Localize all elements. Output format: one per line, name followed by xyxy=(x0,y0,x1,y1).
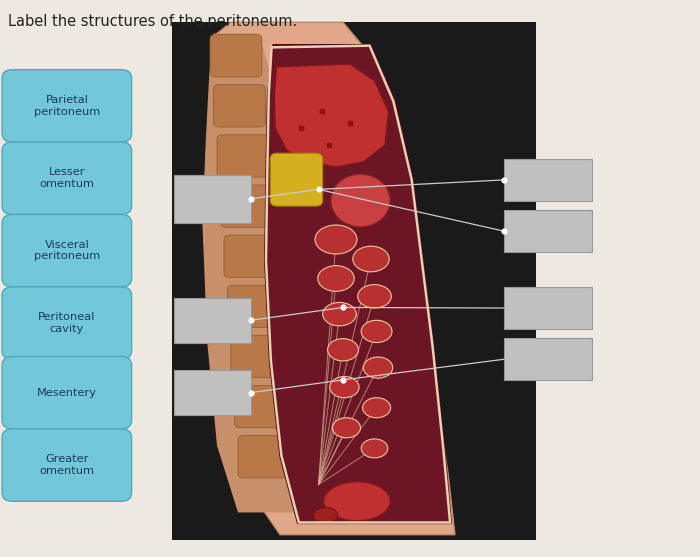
Ellipse shape xyxy=(318,266,354,291)
Text: Visceral
peritoneum: Visceral peritoneum xyxy=(34,240,100,261)
Bar xyxy=(504,338,592,380)
FancyBboxPatch shape xyxy=(234,385,286,428)
Ellipse shape xyxy=(353,246,389,272)
Ellipse shape xyxy=(328,339,358,361)
Text: Label the structures of the peritoneum.: Label the structures of the peritoneum. xyxy=(8,14,297,29)
FancyBboxPatch shape xyxy=(2,429,132,501)
Ellipse shape xyxy=(361,439,388,458)
Ellipse shape xyxy=(314,507,337,523)
FancyBboxPatch shape xyxy=(2,214,132,287)
Text: Lesser
omentum: Lesser omentum xyxy=(39,168,95,189)
FancyBboxPatch shape xyxy=(220,185,272,227)
Text: Greater
omentum: Greater omentum xyxy=(39,455,95,476)
Bar xyxy=(504,287,592,329)
Ellipse shape xyxy=(361,320,392,343)
Text: Mesentery: Mesentery xyxy=(37,388,97,398)
PathPatch shape xyxy=(204,33,294,512)
Ellipse shape xyxy=(363,357,393,378)
FancyBboxPatch shape xyxy=(210,35,262,77)
PathPatch shape xyxy=(274,64,389,167)
FancyBboxPatch shape xyxy=(2,70,132,142)
Bar xyxy=(174,370,251,415)
PathPatch shape xyxy=(265,45,452,524)
FancyBboxPatch shape xyxy=(238,436,290,478)
Bar xyxy=(504,210,592,252)
Ellipse shape xyxy=(315,225,357,254)
FancyBboxPatch shape xyxy=(231,335,283,378)
FancyBboxPatch shape xyxy=(2,142,132,214)
Ellipse shape xyxy=(330,377,359,398)
Ellipse shape xyxy=(363,398,391,418)
Bar xyxy=(174,175,251,223)
Bar xyxy=(172,22,536,540)
Ellipse shape xyxy=(332,418,360,438)
FancyBboxPatch shape xyxy=(224,235,276,277)
Ellipse shape xyxy=(323,482,391,521)
FancyBboxPatch shape xyxy=(270,153,323,206)
Text: Peritoneal
cavity: Peritoneal cavity xyxy=(38,312,95,334)
Text: Parietal
peritoneum: Parietal peritoneum xyxy=(34,95,100,116)
Bar xyxy=(504,159,592,201)
PathPatch shape xyxy=(203,22,455,535)
Ellipse shape xyxy=(323,302,356,326)
Ellipse shape xyxy=(358,285,391,308)
FancyBboxPatch shape xyxy=(214,85,265,127)
FancyBboxPatch shape xyxy=(228,285,279,328)
FancyBboxPatch shape xyxy=(217,135,269,177)
FancyBboxPatch shape xyxy=(2,287,132,359)
Ellipse shape xyxy=(330,174,391,227)
FancyBboxPatch shape xyxy=(2,356,132,429)
Bar xyxy=(174,298,251,343)
